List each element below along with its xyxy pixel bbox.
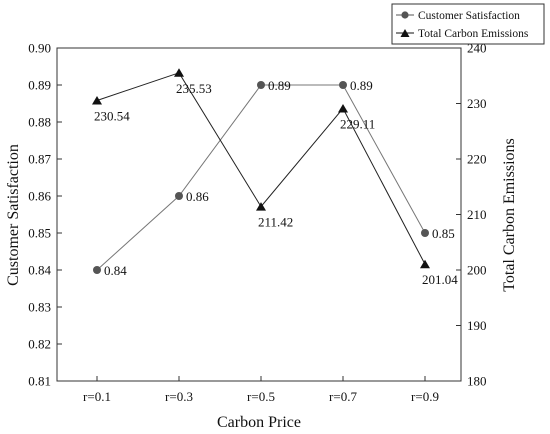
right-tick-label: 220 <box>467 152 487 167</box>
customer-satisfaction-point <box>421 229 429 237</box>
total-carbon-emissions-label: 230.54 <box>94 109 130 124</box>
right-tick-label: 190 <box>467 318 487 333</box>
customer-satisfaction-point <box>257 81 265 89</box>
x-tick-label: r=0.9 <box>411 389 439 404</box>
plot-area <box>56 47 462 382</box>
left-tick-label: 0.83 <box>28 300 51 315</box>
total-carbon-emissions-point <box>174 68 184 77</box>
data-labels-layer: 0.84 0.86 0.89 0.89 0.85 230.54 235.53 211.42 22… <box>94 78 458 287</box>
customer-satisfaction-label: 0.89 <box>350 78 373 93</box>
total-carbon-emissions-label: 211.42 <box>258 215 293 230</box>
left-tick-label: 0.87 <box>28 152 51 167</box>
total-carbon-emissions-label: 235.53 <box>176 81 212 96</box>
left-tick-label: 0.81 <box>28 374 51 389</box>
legend-label-emissions: Total Carbon Emissions <box>418 28 529 40</box>
total-carbon-emissions-label: 229.11 <box>340 116 375 131</box>
left-tick-label: 0.88 <box>28 115 51 130</box>
customer-satisfaction-label: 0.85 <box>432 226 455 241</box>
x-axis-label: Carbon Price <box>217 414 301 431</box>
left-tick-label: 0.89 <box>28 78 51 93</box>
right-tick-label: 210 <box>467 207 487 222</box>
x-tick-label: r=0.3 <box>165 389 193 404</box>
legend-circle-marker <box>401 11 409 19</box>
total-carbon-emissions-point <box>256 202 266 211</box>
x-tick-label: r=0.1 <box>83 389 111 404</box>
left-tick-label: 0.86 <box>28 189 51 204</box>
x-tick-label: r=0.5 <box>247 389 275 404</box>
legend-label-satisfaction: Customer Satisfaction <box>418 10 520 22</box>
customer-satisfaction-label: 0.84 <box>104 263 127 278</box>
right-tick-label: 230 <box>467 96 487 111</box>
series-layer <box>92 68 430 274</box>
legend: Customer Satisfaction Total Carbon Emiss… <box>391 3 545 45</box>
left-axis-ticks: 0.81 0.82 0.83 0.84 0.85 0.86 0.87 0.88 0.89 0.90 <box>28 41 62 389</box>
total-carbon-emissions-point <box>420 259 430 269</box>
left-tick-label: 0.82 <box>28 337 51 352</box>
legend-box <box>391 3 545 45</box>
customer-satisfaction-point <box>175 192 183 200</box>
customer-satisfaction-point <box>93 266 101 274</box>
x-axis-ticks: r=0.1 r=0.3 r=0.5 r=0.7 r=0.9 <box>83 376 439 404</box>
legend-triangle-marker <box>400 29 410 37</box>
right-axis-label: Total Carbon Emissions <box>501 138 518 292</box>
customer-satisfaction-point <box>339 81 347 89</box>
total-carbon-emissions-point <box>338 103 348 113</box>
left-tick-label: 0.85 <box>28 226 51 241</box>
customer-satisfaction-label: 0.89 <box>268 78 291 93</box>
right-tick-label: 200 <box>467 263 487 278</box>
x-tick-label: r=0.7 <box>329 389 357 404</box>
right-tick-label: 180 <box>467 374 487 389</box>
customer-satisfaction-label: 0.86 <box>186 189 209 204</box>
left-tick-label: 0.90 <box>28 41 51 56</box>
left-axis-label: Customer Satisfaction <box>5 144 22 286</box>
total-carbon-emissions-point <box>92 96 102 105</box>
left-tick-label: 0.84 <box>28 263 51 278</box>
total-carbon-emissions-label: 201.04 <box>422 272 458 287</box>
